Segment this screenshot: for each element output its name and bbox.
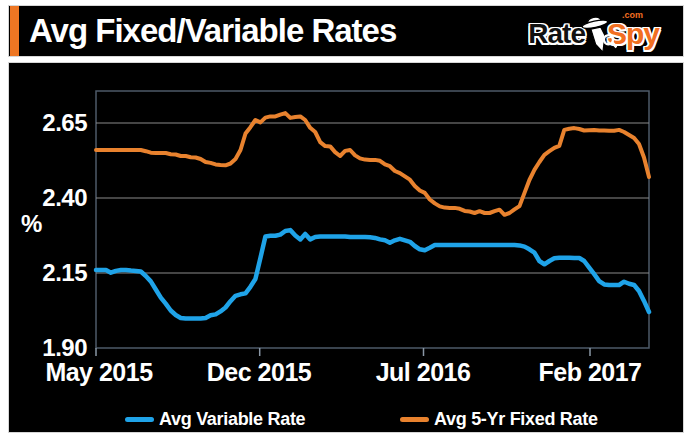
series-line-fixed	[96, 113, 649, 215]
logo-com-text: .com	[622, 10, 643, 20]
legend-label-variable: Avg Variable Rate	[159, 409, 305, 430]
header-accent-stripe	[10, 6, 19, 56]
legend-item-variable[interactable]: Avg Variable Rate	[125, 408, 305, 430]
logo-rate-text: Rate	[528, 20, 585, 48]
x-tick-label-dec-2015: Dec 2015	[169, 358, 349, 387]
y-axis-label-percent: %	[21, 210, 42, 238]
y-tick-label-2-40: 2.40	[9, 184, 87, 212]
x-tick-label-feb-2017: Feb 2017	[500, 358, 680, 387]
ratespy-logo[interactable]: Rate Spy .com	[528, 14, 659, 54]
legend-swatch-fixed	[400, 417, 429, 422]
x-tick-label-jul-2016: Jul 2016	[333, 358, 513, 387]
legend-label-fixed: Avg 5-Yr Fixed Rate	[434, 409, 598, 430]
legend-item-fixed[interactable]: Avg 5-Yr Fixed Rate	[400, 408, 598, 430]
chart-panel: 2.65 2.40 2.15 1.90 % May 2015 Dec 2015 …	[8, 62, 684, 433]
series-line-variable	[96, 230, 649, 319]
y-tick-label-2-15: 2.15	[9, 259, 87, 287]
legend-swatch-variable	[125, 417, 154, 422]
page-title: Avg Fixed/Variable Rates	[29, 12, 396, 50]
x-tick-label-may-2015: May 2015	[9, 358, 189, 387]
header-bar: Avg Fixed/Variable Rates Rate Spy .com	[8, 5, 684, 57]
y-tick-label-2-65: 2.65	[9, 109, 87, 137]
